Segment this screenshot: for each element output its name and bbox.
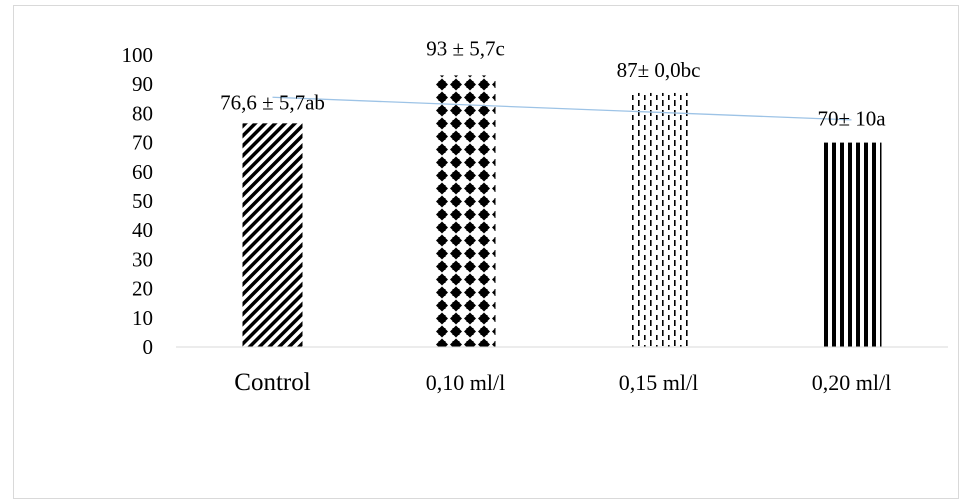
y-tick-label: 90 [132, 72, 153, 96]
y-tick-label: 10 [132, 306, 153, 330]
x-tick-label: 0,15 ml/l [619, 370, 698, 395]
data-label: 87± 0,0bc [617, 58, 701, 82]
y-tick-label: 30 [132, 247, 153, 271]
data-label: 76,6 ± 5,7ab [220, 90, 325, 114]
x-tick-label: 0,10 ml/l [426, 370, 505, 395]
bar-2 [628, 92, 689, 348]
y-tick-label: 50 [132, 189, 153, 213]
data-labels: 76,6 ± 5,7ab 93 ± 5,7c 87± 0,0bc 70± 10a [220, 36, 886, 130]
y-tick-label: 20 [132, 277, 153, 301]
data-label: 70± 10a [817, 107, 886, 131]
x-tick-label: Control [234, 369, 310, 396]
data-label: 93 ± 5,7c [426, 36, 505, 60]
y-tick-label: 70 [132, 131, 153, 155]
bar-3 [821, 142, 882, 347]
x-axis-labels: Control 0,10 ml/l 0,15 ml/l 0,20 ml/l [234, 369, 891, 396]
y-axis-ticks: 0 10 20 30 40 50 60 70 80 90 100 [122, 43, 154, 359]
x-tick-label: 0,20 ml/l [812, 370, 891, 395]
y-tick-label: 60 [132, 160, 153, 184]
y-tick-label: 100 [122, 43, 154, 67]
y-tick-label: 0 [143, 335, 154, 359]
bar-1 [435, 75, 496, 347]
y-tick-label: 40 [132, 218, 153, 242]
bars [242, 75, 882, 348]
y-tick-label: 80 [132, 101, 153, 125]
trendline [272, 96, 852, 121]
bar-0 [242, 123, 303, 347]
